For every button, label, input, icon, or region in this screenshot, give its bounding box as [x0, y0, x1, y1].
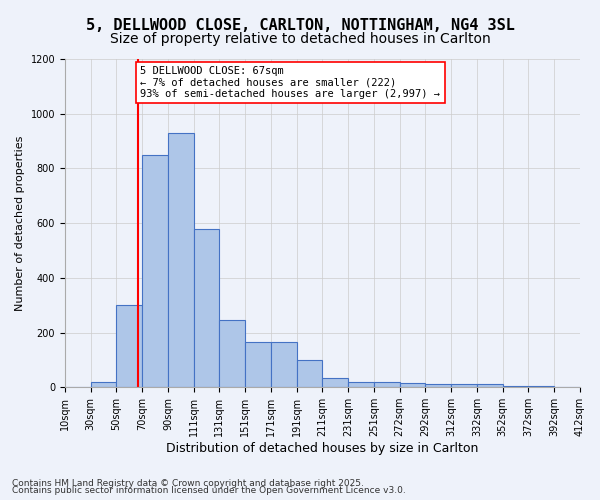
Text: 5, DELLWOOD CLOSE, CARLTON, NOTTINGHAM, NG4 3SL: 5, DELLWOOD CLOSE, CARLTON, NOTTINGHAM, …: [86, 18, 514, 32]
Bar: [477, 384, 503, 387]
Text: Size of property relative to detached houses in Carlton: Size of property relative to detached ho…: [110, 32, 490, 46]
Bar: [296, 360, 322, 387]
Bar: [348, 382, 374, 387]
Bar: [91, 382, 116, 387]
Y-axis label: Number of detached properties: Number of detached properties: [15, 136, 25, 311]
Bar: [451, 384, 477, 387]
Bar: [529, 386, 554, 387]
Text: Contains public sector information licensed under the Open Government Licence v3: Contains public sector information licen…: [12, 486, 406, 495]
Bar: [425, 384, 451, 387]
Bar: [271, 342, 296, 387]
Bar: [116, 305, 142, 387]
X-axis label: Distribution of detached houses by size in Carlton: Distribution of detached houses by size …: [166, 442, 479, 455]
Bar: [245, 342, 271, 387]
Bar: [168, 133, 194, 387]
Bar: [194, 228, 220, 387]
Bar: [220, 320, 245, 387]
Bar: [503, 386, 529, 387]
Bar: [322, 378, 348, 387]
Bar: [400, 383, 425, 387]
Text: Contains HM Land Registry data © Crown copyright and database right 2025.: Contains HM Land Registry data © Crown c…: [12, 478, 364, 488]
Text: 5 DELLWOOD CLOSE: 67sqm
← 7% of detached houses are smaller (222)
93% of semi-de: 5 DELLWOOD CLOSE: 67sqm ← 7% of detached…: [140, 66, 440, 99]
Bar: [374, 382, 400, 387]
Bar: [142, 154, 168, 387]
